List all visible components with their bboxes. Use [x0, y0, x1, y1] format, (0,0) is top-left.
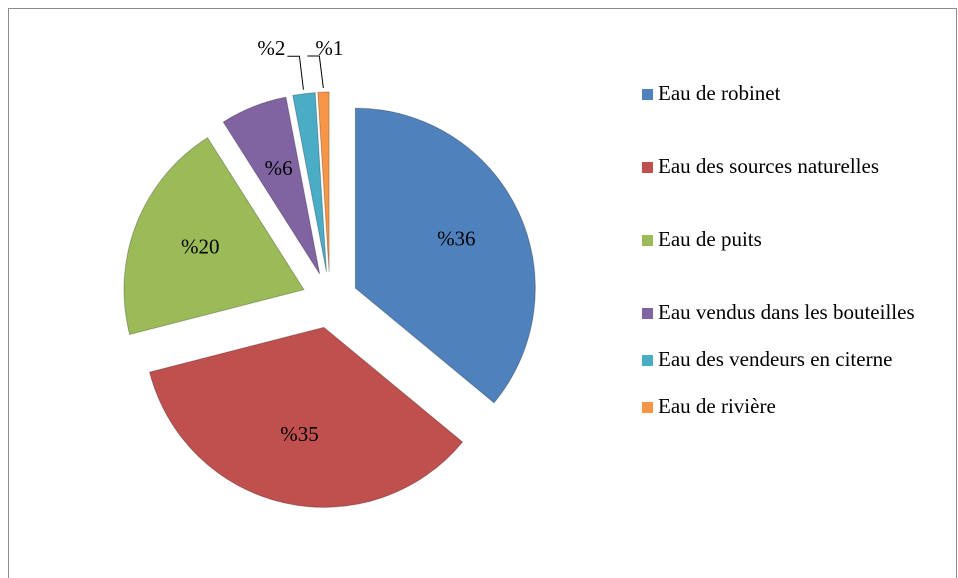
- legend-swatch: [642, 235, 653, 246]
- data-label: %2: [257, 36, 285, 60]
- legend-label: Eau de robinet: [658, 81, 781, 105]
- data-label: %20: [181, 234, 220, 258]
- leader-line: [307, 55, 324, 89]
- data-label: %36: [437, 226, 476, 250]
- chart-frame: [8, 8, 957, 578]
- legend-item: Eau des sources naturelles: [642, 153, 952, 180]
- data-label: %6: [265, 156, 293, 180]
- pie-slice: [292, 92, 327, 273]
- legend-item: Eau des vendeurs en citerne: [642, 346, 952, 373]
- data-label: %35: [280, 422, 319, 446]
- legend-label: Eau des sources naturelles: [658, 154, 880, 178]
- legend-item: Eau vendus dans les bouteilles: [642, 299, 952, 326]
- legend-label: Eau vendus dans les bouteilles: [658, 300, 915, 324]
- pie-slice: [123, 137, 305, 336]
- legend-label: Eau de puits: [658, 227, 762, 251]
- legend-swatch: [642, 89, 653, 100]
- pie-slice: [354, 107, 536, 404]
- pie-slice: [222, 96, 321, 275]
- legend-label: Eau de rivière: [658, 394, 776, 418]
- legend-swatch: [642, 402, 653, 413]
- pie-slice: [148, 326, 464, 508]
- legend-label: Eau des vendeurs en citerne: [658, 347, 893, 371]
- legend-swatch: [642, 308, 653, 319]
- legend: Eau de robinet Eau des sources naturelles…: [642, 80, 952, 420]
- legend-swatch: [642, 355, 653, 366]
- legend-item: Eau de puits: [642, 226, 952, 253]
- leader-line: [287, 55, 304, 90]
- pie-slice: [317, 91, 330, 273]
- legend-swatch: [642, 162, 653, 173]
- legend-item: Eau de robinet: [642, 80, 952, 107]
- legend-item: Eau de rivière: [642, 393, 952, 420]
- data-label: %1: [315, 36, 343, 60]
